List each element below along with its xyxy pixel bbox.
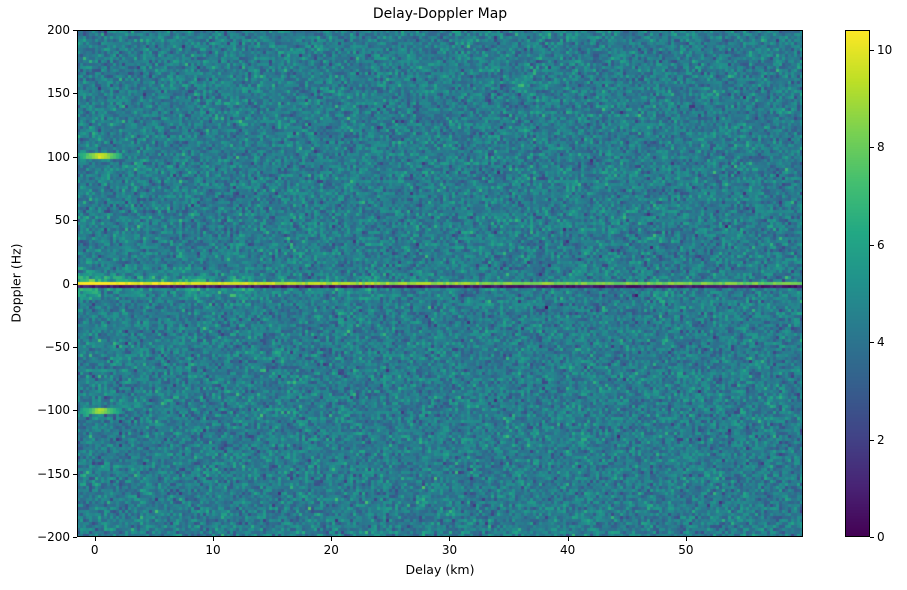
x-tick-label: 50 bbox=[678, 543, 694, 557]
colorbar-gradient bbox=[845, 30, 870, 537]
y-tick-label: 150 bbox=[47, 86, 70, 101]
colorbar-tick-label: 0 bbox=[877, 530, 885, 544]
y-tick-mark bbox=[73, 30, 77, 31]
x-axis-label: Delay (km) bbox=[405, 562, 475, 577]
y-tick-mark bbox=[73, 346, 77, 348]
colorbar-tick-mark bbox=[870, 537, 874, 538]
colorbar-tick-mark bbox=[870, 342, 874, 343]
y-tick-label: 0 bbox=[62, 276, 70, 291]
x-tick-mark bbox=[685, 537, 687, 541]
y-tick-label: −150 bbox=[37, 466, 70, 481]
x-tick-label: 0 bbox=[90, 543, 99, 557]
x-tick-mark bbox=[94, 537, 96, 541]
heatmap-canvas bbox=[77, 30, 803, 537]
x-tick-mark bbox=[331, 537, 333, 541]
y-tick-mark bbox=[73, 93, 77, 95]
y-tick-mark bbox=[73, 537, 77, 538]
y-tick-mark bbox=[73, 220, 77, 222]
y-tick-mark bbox=[73, 156, 77, 158]
y-tick-label: 200 bbox=[47, 23, 70, 37]
colorbar-tick-mark bbox=[870, 147, 874, 148]
colorbar-tick-mark bbox=[870, 49, 874, 51]
colorbar-tick-label: 2 bbox=[877, 432, 885, 447]
colorbar-tick-mark bbox=[870, 439, 874, 441]
y-tick-mark bbox=[73, 473, 77, 475]
colorbar-tick-label: 6 bbox=[877, 237, 885, 252]
y-tick-label: 100 bbox=[47, 149, 70, 164]
colorbar-tick-label: 8 bbox=[877, 140, 885, 154]
colorbar-tick-label: 4 bbox=[877, 335, 885, 349]
x-tick-label: 40 bbox=[560, 543, 576, 557]
y-axis-label: Doppler (Hz) bbox=[8, 243, 24, 323]
x-tick-label: 20 bbox=[323, 543, 339, 557]
y-tick-mark bbox=[73, 410, 77, 412]
x-tick-mark bbox=[449, 537, 451, 541]
x-tick-label: 30 bbox=[441, 543, 458, 557]
y-tick-label: −100 bbox=[37, 403, 70, 418]
x-tick-mark bbox=[212, 537, 214, 541]
x-tick-label: 10 bbox=[205, 543, 221, 557]
colorbar-tick-label: 10 bbox=[877, 42, 893, 57]
x-tick-mark bbox=[567, 537, 569, 541]
chart-title: Delay-Doppler Map bbox=[372, 6, 508, 22]
y-tick-label: 50 bbox=[54, 213, 70, 228]
y-tick-mark bbox=[73, 283, 77, 285]
y-tick-label: −200 bbox=[37, 530, 70, 544]
colorbar-tick-mark bbox=[870, 244, 874, 246]
y-tick-label: −50 bbox=[44, 339, 70, 354]
